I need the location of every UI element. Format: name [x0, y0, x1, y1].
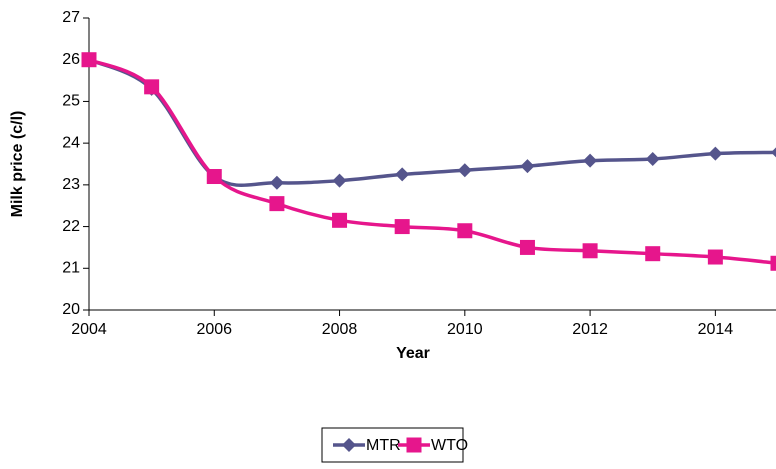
x-tick-label: 2008 — [322, 321, 358, 338]
x-axis-title: Year — [396, 345, 430, 362]
marker — [520, 240, 535, 255]
marker — [583, 154, 597, 168]
marker — [708, 250, 723, 265]
y-tick-label: 26 — [62, 51, 80, 68]
y-tick-label: 24 — [62, 134, 80, 151]
marker — [144, 79, 159, 94]
x-tick-label: 2014 — [698, 321, 734, 338]
marker — [458, 163, 472, 177]
marker — [771, 145, 776, 159]
legend-label: WTO — [431, 437, 468, 454]
plot-area — [82, 52, 776, 271]
marker — [407, 438, 422, 453]
marker — [708, 147, 722, 161]
marker — [771, 256, 776, 271]
marker — [645, 246, 660, 261]
y-tick-label: 27 — [62, 9, 80, 26]
line — [89, 60, 776, 186]
y-axis-title: Milk price (c/l) — [9, 111, 26, 218]
marker — [646, 152, 660, 166]
x-tick-label: 2012 — [572, 321, 608, 338]
x-tick-label: 2004 — [71, 321, 107, 338]
y-tick-label: 23 — [62, 176, 80, 193]
marker — [457, 223, 472, 238]
legend-label: MTR — [366, 437, 401, 454]
marker — [395, 167, 409, 181]
y-tick-label: 25 — [62, 93, 80, 110]
marker — [395, 219, 410, 234]
marker — [207, 169, 222, 184]
y-tick-label: 21 — [62, 260, 80, 277]
y-tick-label: 22 — [62, 218, 80, 235]
marker — [520, 159, 534, 173]
marker — [332, 213, 347, 228]
line — [89, 60, 776, 264]
y-tick-label: 20 — [62, 301, 80, 318]
x-tick-label: 2010 — [447, 321, 483, 338]
marker — [583, 243, 598, 258]
marker — [333, 174, 347, 188]
marker — [269, 196, 284, 211]
marker — [82, 52, 97, 67]
marker — [270, 176, 284, 190]
x-tick-label: 2006 — [196, 321, 232, 338]
